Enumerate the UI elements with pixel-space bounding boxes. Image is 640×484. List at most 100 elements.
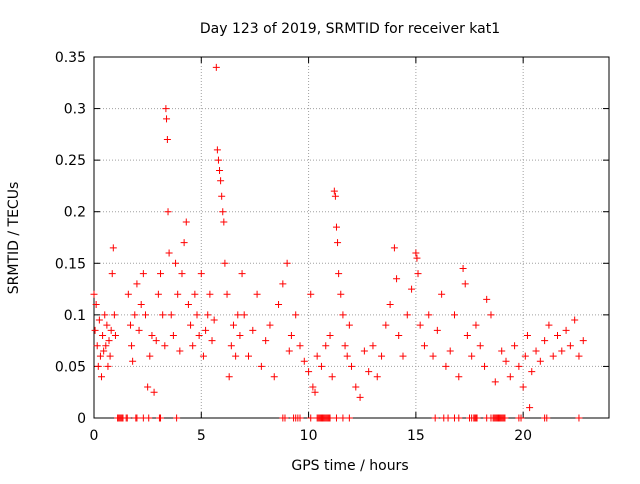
data-point — [99, 331, 107, 339]
data-point — [249, 326, 257, 334]
data-point — [202, 326, 210, 334]
data-point — [566, 342, 574, 350]
data-point — [309, 383, 317, 391]
data-point — [240, 311, 248, 319]
data-point — [223, 290, 231, 298]
y-tick-label: 0.05 — [55, 359, 86, 375]
data-point — [216, 166, 224, 174]
data-point — [386, 301, 394, 309]
data-point — [526, 404, 534, 412]
data-point — [339, 414, 347, 422]
data-point — [214, 156, 222, 164]
data-point — [408, 285, 416, 293]
y-tick-label: 0.25 — [55, 153, 86, 169]
data-point — [360, 347, 368, 355]
data-point — [382, 321, 390, 329]
data-point — [335, 270, 343, 278]
data-point — [483, 295, 491, 303]
data-point — [262, 337, 270, 345]
data-point — [184, 301, 192, 309]
data-point — [157, 414, 165, 422]
y-tick-label: 0.1 — [64, 308, 86, 324]
data-point — [446, 347, 454, 355]
grid — [94, 57, 609, 418]
data-point — [213, 146, 221, 154]
data-point — [161, 342, 169, 350]
data-point — [296, 414, 304, 422]
data-point — [528, 368, 536, 376]
data-point — [146, 352, 154, 360]
data-point — [416, 321, 424, 329]
data-point — [393, 275, 401, 283]
data-point — [343, 352, 351, 360]
data-point — [311, 388, 319, 396]
data-point — [93, 342, 101, 350]
data-point — [511, 342, 519, 350]
data-point — [206, 290, 214, 298]
data-point — [123, 414, 131, 422]
data-point — [176, 347, 184, 355]
data-point — [270, 373, 278, 381]
data-point — [234, 311, 242, 319]
data-point — [275, 301, 283, 309]
data-point — [331, 192, 339, 200]
data-point — [135, 326, 143, 334]
data-point — [399, 352, 407, 360]
x-tick-label: 10 — [300, 428, 318, 444]
data-point — [220, 218, 228, 226]
data-point — [451, 311, 458, 319]
data-point — [191, 290, 199, 298]
data-point — [365, 368, 373, 376]
data-point — [356, 393, 364, 401]
data-point — [317, 362, 325, 370]
data-point — [195, 331, 203, 339]
data-point — [91, 326, 99, 334]
data-point — [103, 321, 111, 329]
data-point — [197, 270, 205, 278]
data-point — [413, 254, 421, 262]
data-point — [152, 337, 160, 345]
data-point — [236, 331, 244, 339]
data-point — [390, 244, 398, 252]
data-point — [506, 373, 514, 381]
data-point — [208, 337, 216, 345]
data-point — [229, 321, 237, 329]
data-point — [169, 331, 177, 339]
data-point — [109, 244, 117, 252]
data-point — [204, 311, 212, 319]
data-point — [137, 301, 145, 309]
data-point — [420, 342, 428, 350]
data-point — [326, 331, 334, 339]
data-point — [541, 337, 549, 345]
data-point — [145, 414, 153, 422]
data-point — [571, 316, 579, 324]
data-point — [517, 414, 525, 422]
data-point — [438, 290, 446, 298]
data-point — [300, 357, 308, 365]
data-point — [182, 218, 190, 226]
data-point — [94, 362, 102, 370]
data-point — [334, 239, 342, 247]
data-point — [412, 249, 420, 257]
data-point — [536, 357, 544, 365]
data-point — [108, 270, 116, 278]
y-axis-label: SRMTID / TECUs — [6, 182, 22, 295]
data-point — [444, 414, 452, 422]
data-point — [210, 316, 218, 324]
data-point — [558, 347, 566, 355]
data-point — [468, 352, 476, 360]
data-point — [131, 311, 139, 319]
data-point — [128, 342, 136, 350]
data-point — [292, 311, 300, 319]
data-point — [369, 342, 377, 350]
data-point — [163, 136, 171, 144]
data-point — [111, 331, 119, 339]
data-point — [433, 326, 441, 334]
data-point — [105, 337, 113, 345]
data-point — [219, 208, 227, 216]
data-point — [238, 270, 246, 278]
data-point — [150, 388, 158, 396]
data-point — [463, 331, 471, 339]
